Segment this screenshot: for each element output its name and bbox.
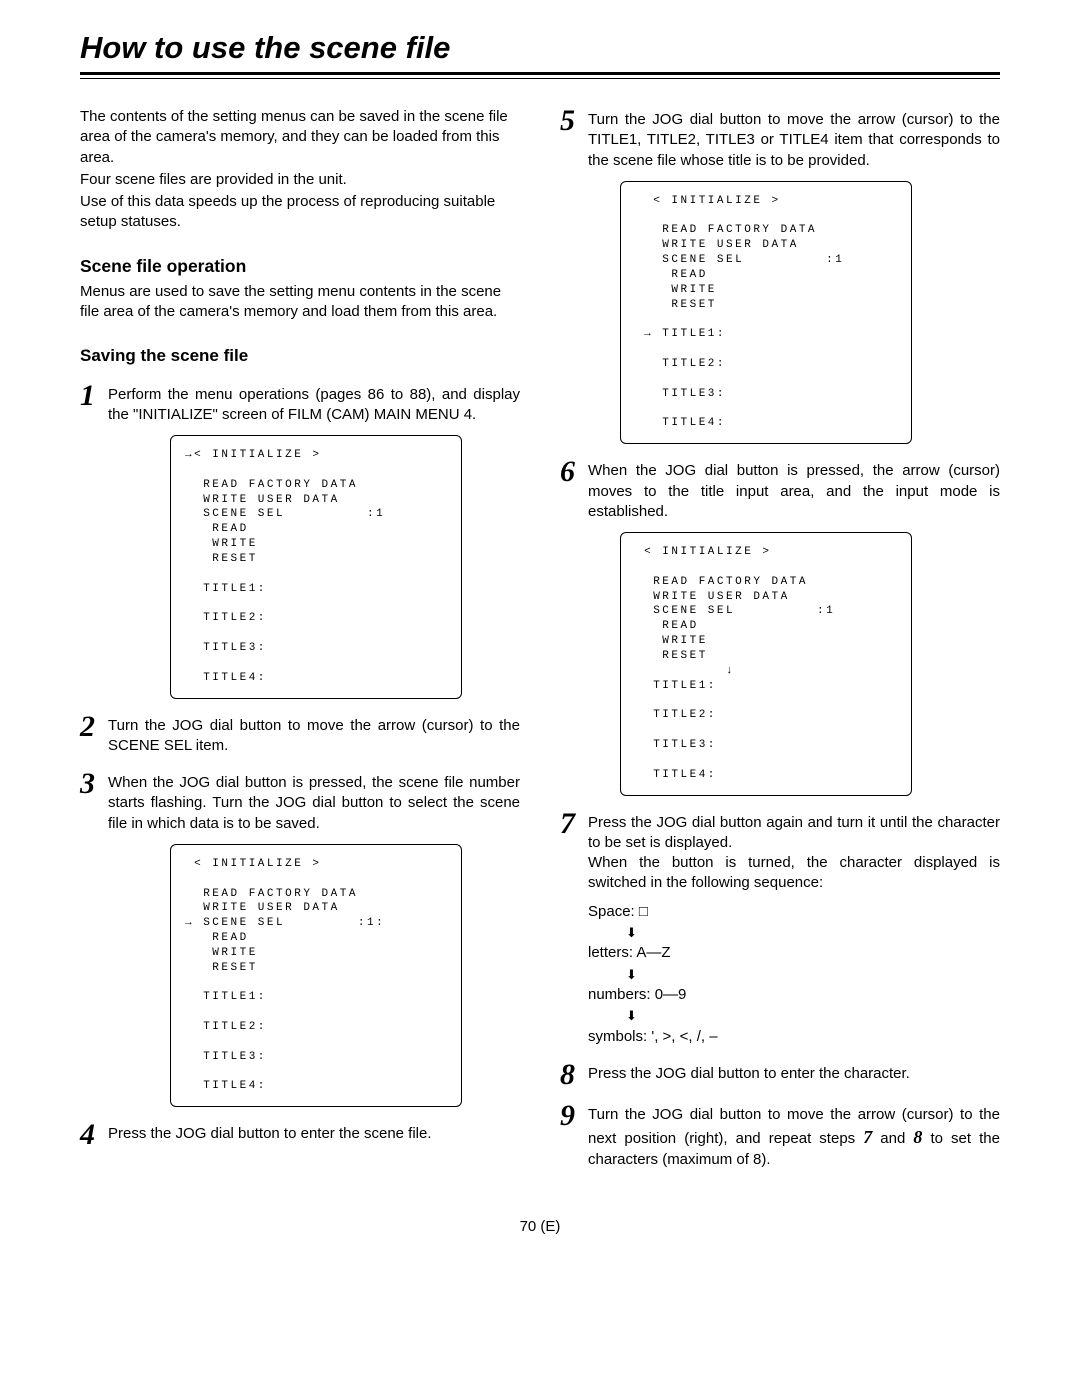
step-number: 1 bbox=[80, 382, 108, 409]
seq-symbols: symbols: ', >, <, /, – bbox=[588, 1027, 1000, 1047]
step-text: Turn the JOG dial button to move the arr… bbox=[108, 713, 520, 757]
step-text: Press the JOG dial button to enter the s… bbox=[108, 1121, 520, 1144]
step-8: 8 Press the JOG dial button to enter the… bbox=[560, 1061, 1000, 1088]
intro-line: Use of this data speeds up the process o… bbox=[80, 192, 520, 233]
step-2: 2 Turn the JOG dial button to move the a… bbox=[80, 713, 520, 757]
step-number: 3 bbox=[80, 770, 108, 797]
intro-line: The contents of the setting menus can be… bbox=[80, 107, 520, 168]
menu-screen-3: < INITIALIZE > READ FACTORY DATA WRITE U… bbox=[170, 844, 462, 1108]
sub-heading: Saving the scene file bbox=[80, 345, 520, 368]
step-number: 8 bbox=[560, 1061, 588, 1088]
menu-screen-6: < INITIALIZE > READ FACTORY DATA WRITE U… bbox=[620, 532, 912, 796]
seq-letters: letters: A—Z bbox=[588, 943, 1000, 963]
step-3: 3 When the JOG dial button is pressed, t… bbox=[80, 770, 520, 834]
step-7: 7 Press the JOG dial button again and tu… bbox=[560, 810, 1000, 894]
section-body: Menus are used to save the setting menu … bbox=[80, 282, 520, 323]
step-9: 9 Turn the JOG dial button to move the a… bbox=[560, 1102, 1000, 1170]
step-number: 2 bbox=[80, 713, 108, 740]
step-number: 6 bbox=[560, 458, 588, 485]
step-number: 5 bbox=[560, 107, 588, 134]
step-text: Turn the JOG dial button to move the arr… bbox=[588, 1102, 1000, 1170]
step-text: Press the JOG dial button again and turn… bbox=[588, 810, 1000, 894]
step-4: 4 Press the JOG dial button to enter the… bbox=[80, 1121, 520, 1148]
step-6: 6 When the JOG dial button is pressed, t… bbox=[560, 458, 1000, 522]
intro-line: Four scene files are provided in the uni… bbox=[80, 170, 520, 190]
page-footer: 70 (E) bbox=[80, 1218, 1000, 1235]
step-1: 1 Perform the menu operations (pages 86 … bbox=[80, 382, 520, 426]
menu-screen-1: →< INITIALIZE > READ FACTORY DATA WRITE … bbox=[170, 435, 462, 699]
step-number: 9 bbox=[560, 1102, 588, 1129]
step-7-line-b: When the button is turned, the character… bbox=[588, 854, 1000, 891]
right-column: 5 Turn the JOG dial button to move the a… bbox=[560, 107, 1000, 1178]
left-column: The contents of the setting menus can be… bbox=[80, 107, 520, 1178]
menu-screen-5: < INITIALIZE > READ FACTORY DATA WRITE U… bbox=[620, 181, 912, 445]
seq-numbers: numbers: 0—9 bbox=[588, 985, 1000, 1005]
intro-block: The contents of the setting menus can be… bbox=[80, 107, 520, 233]
character-sequence: Space: □ ⬇ letters: A—Z ⬇ numbers: 0—9 ⬇… bbox=[588, 902, 1000, 1048]
down-arrow-icon: ⬇ bbox=[626, 966, 1000, 984]
page-title: How to use the scene file bbox=[80, 30, 1000, 66]
step-text: Perform the menu operations (pages 86 to… bbox=[108, 382, 520, 426]
step-7-line-a: Press the JOG dial button again and turn… bbox=[588, 814, 1000, 851]
step-5: 5 Turn the JOG dial button to move the a… bbox=[560, 107, 1000, 171]
step-text: Press the JOG dial button to enter the c… bbox=[588, 1061, 1000, 1084]
step-text: When the JOG dial button is pressed, the… bbox=[588, 458, 1000, 522]
step-number: 4 bbox=[80, 1121, 108, 1148]
rule-thin bbox=[80, 78, 1000, 79]
seq-space: Space: □ bbox=[588, 902, 1000, 922]
ref-step-7: 7 bbox=[863, 1127, 872, 1147]
section-heading: Scene file operation bbox=[80, 255, 520, 279]
step-text: Turn the JOG dial button to move the arr… bbox=[588, 107, 1000, 171]
down-arrow-icon: ⬇ bbox=[626, 924, 1000, 942]
rule-thick bbox=[80, 72, 1000, 75]
step-number: 7 bbox=[560, 810, 588, 837]
down-arrow-icon: ⬇ bbox=[626, 1007, 1000, 1025]
step-text: When the JOG dial button is pressed, the… bbox=[108, 770, 520, 834]
step-9-mid: and bbox=[872, 1130, 913, 1147]
